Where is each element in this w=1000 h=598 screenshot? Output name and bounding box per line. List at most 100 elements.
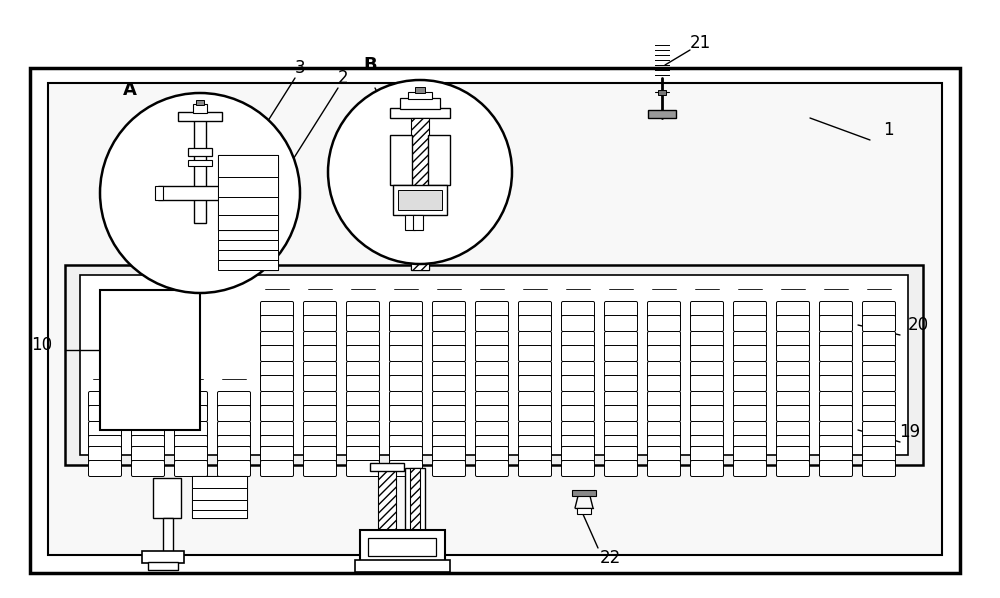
FancyBboxPatch shape	[734, 301, 767, 318]
Bar	[218, 230, 278, 270]
Bar	[411, 230, 429, 270]
FancyBboxPatch shape	[432, 447, 466, 462]
FancyBboxPatch shape	[88, 435, 122, 451]
Bar	[188, 160, 212, 166]
FancyBboxPatch shape	[820, 346, 852, 362]
FancyBboxPatch shape	[734, 331, 767, 347]
FancyBboxPatch shape	[776, 435, 810, 451]
FancyBboxPatch shape	[390, 460, 422, 477]
FancyBboxPatch shape	[862, 316, 896, 331]
FancyBboxPatch shape	[776, 447, 810, 462]
FancyBboxPatch shape	[347, 460, 380, 477]
FancyBboxPatch shape	[690, 422, 724, 438]
FancyBboxPatch shape	[347, 376, 380, 392]
FancyBboxPatch shape	[432, 376, 466, 392]
Bar	[648, 110, 676, 118]
Text: 3: 3	[295, 59, 305, 77]
Bar	[158, 186, 226, 200]
FancyBboxPatch shape	[304, 392, 336, 407]
FancyBboxPatch shape	[862, 435, 896, 451]
FancyBboxPatch shape	[690, 435, 724, 451]
FancyBboxPatch shape	[776, 405, 810, 422]
FancyBboxPatch shape	[260, 405, 294, 422]
FancyBboxPatch shape	[476, 316, 509, 331]
FancyBboxPatch shape	[820, 460, 852, 477]
FancyBboxPatch shape	[218, 447, 250, 462]
Bar	[368, 538, 436, 556]
FancyBboxPatch shape	[390, 422, 422, 438]
FancyBboxPatch shape	[690, 460, 724, 477]
FancyBboxPatch shape	[820, 392, 852, 407]
FancyBboxPatch shape	[690, 301, 724, 318]
FancyBboxPatch shape	[518, 376, 552, 392]
Bar	[413, 215, 423, 230]
FancyBboxPatch shape	[734, 460, 767, 477]
FancyBboxPatch shape	[690, 376, 724, 392]
FancyBboxPatch shape	[604, 301, 638, 318]
FancyBboxPatch shape	[432, 316, 466, 331]
FancyBboxPatch shape	[562, 376, 594, 392]
FancyBboxPatch shape	[648, 376, 680, 392]
Text: 19: 19	[899, 423, 921, 441]
FancyBboxPatch shape	[604, 362, 638, 377]
FancyBboxPatch shape	[476, 301, 509, 318]
FancyBboxPatch shape	[218, 422, 250, 438]
FancyBboxPatch shape	[260, 301, 294, 318]
Bar	[48, 83, 942, 555]
FancyBboxPatch shape	[347, 422, 380, 438]
FancyBboxPatch shape	[260, 392, 294, 407]
FancyBboxPatch shape	[604, 316, 638, 331]
FancyBboxPatch shape	[476, 392, 509, 407]
FancyBboxPatch shape	[776, 392, 810, 407]
FancyBboxPatch shape	[390, 362, 422, 377]
FancyBboxPatch shape	[604, 331, 638, 347]
FancyBboxPatch shape	[347, 346, 380, 362]
FancyBboxPatch shape	[820, 331, 852, 347]
FancyBboxPatch shape	[604, 447, 638, 462]
Bar	[100, 290, 200, 430]
FancyBboxPatch shape	[260, 316, 294, 331]
FancyBboxPatch shape	[476, 460, 509, 477]
Bar	[393, 185, 447, 215]
Bar	[218, 177, 278, 197]
FancyBboxPatch shape	[132, 447, 164, 462]
FancyBboxPatch shape	[260, 435, 294, 451]
FancyBboxPatch shape	[132, 392, 164, 407]
FancyBboxPatch shape	[648, 460, 680, 477]
FancyBboxPatch shape	[734, 362, 767, 377]
FancyBboxPatch shape	[820, 362, 852, 377]
FancyBboxPatch shape	[260, 422, 294, 438]
FancyBboxPatch shape	[604, 405, 638, 422]
FancyBboxPatch shape	[347, 405, 380, 422]
FancyBboxPatch shape	[820, 447, 852, 462]
Circle shape	[328, 80, 512, 264]
FancyBboxPatch shape	[862, 422, 896, 438]
Bar	[428, 135, 450, 185]
Bar	[218, 260, 278, 270]
FancyBboxPatch shape	[390, 331, 422, 347]
Bar	[408, 92, 432, 99]
Bar	[370, 463, 404, 471]
Bar	[196, 100, 204, 105]
FancyBboxPatch shape	[862, 376, 896, 392]
FancyBboxPatch shape	[776, 331, 810, 347]
FancyBboxPatch shape	[432, 422, 466, 438]
Bar	[572, 490, 596, 496]
FancyBboxPatch shape	[604, 392, 638, 407]
FancyBboxPatch shape	[734, 316, 767, 331]
Bar	[30, 68, 960, 573]
FancyBboxPatch shape	[476, 447, 509, 462]
FancyBboxPatch shape	[347, 301, 380, 318]
Text: 21: 21	[689, 34, 711, 52]
Bar	[390, 108, 450, 118]
FancyBboxPatch shape	[820, 301, 852, 318]
Bar	[65, 265, 923, 465]
FancyBboxPatch shape	[476, 331, 509, 347]
FancyBboxPatch shape	[260, 362, 294, 377]
FancyBboxPatch shape	[390, 392, 422, 407]
FancyBboxPatch shape	[648, 422, 680, 438]
FancyBboxPatch shape	[862, 362, 896, 377]
FancyBboxPatch shape	[562, 362, 594, 377]
FancyBboxPatch shape	[260, 346, 294, 362]
FancyBboxPatch shape	[304, 435, 336, 451]
